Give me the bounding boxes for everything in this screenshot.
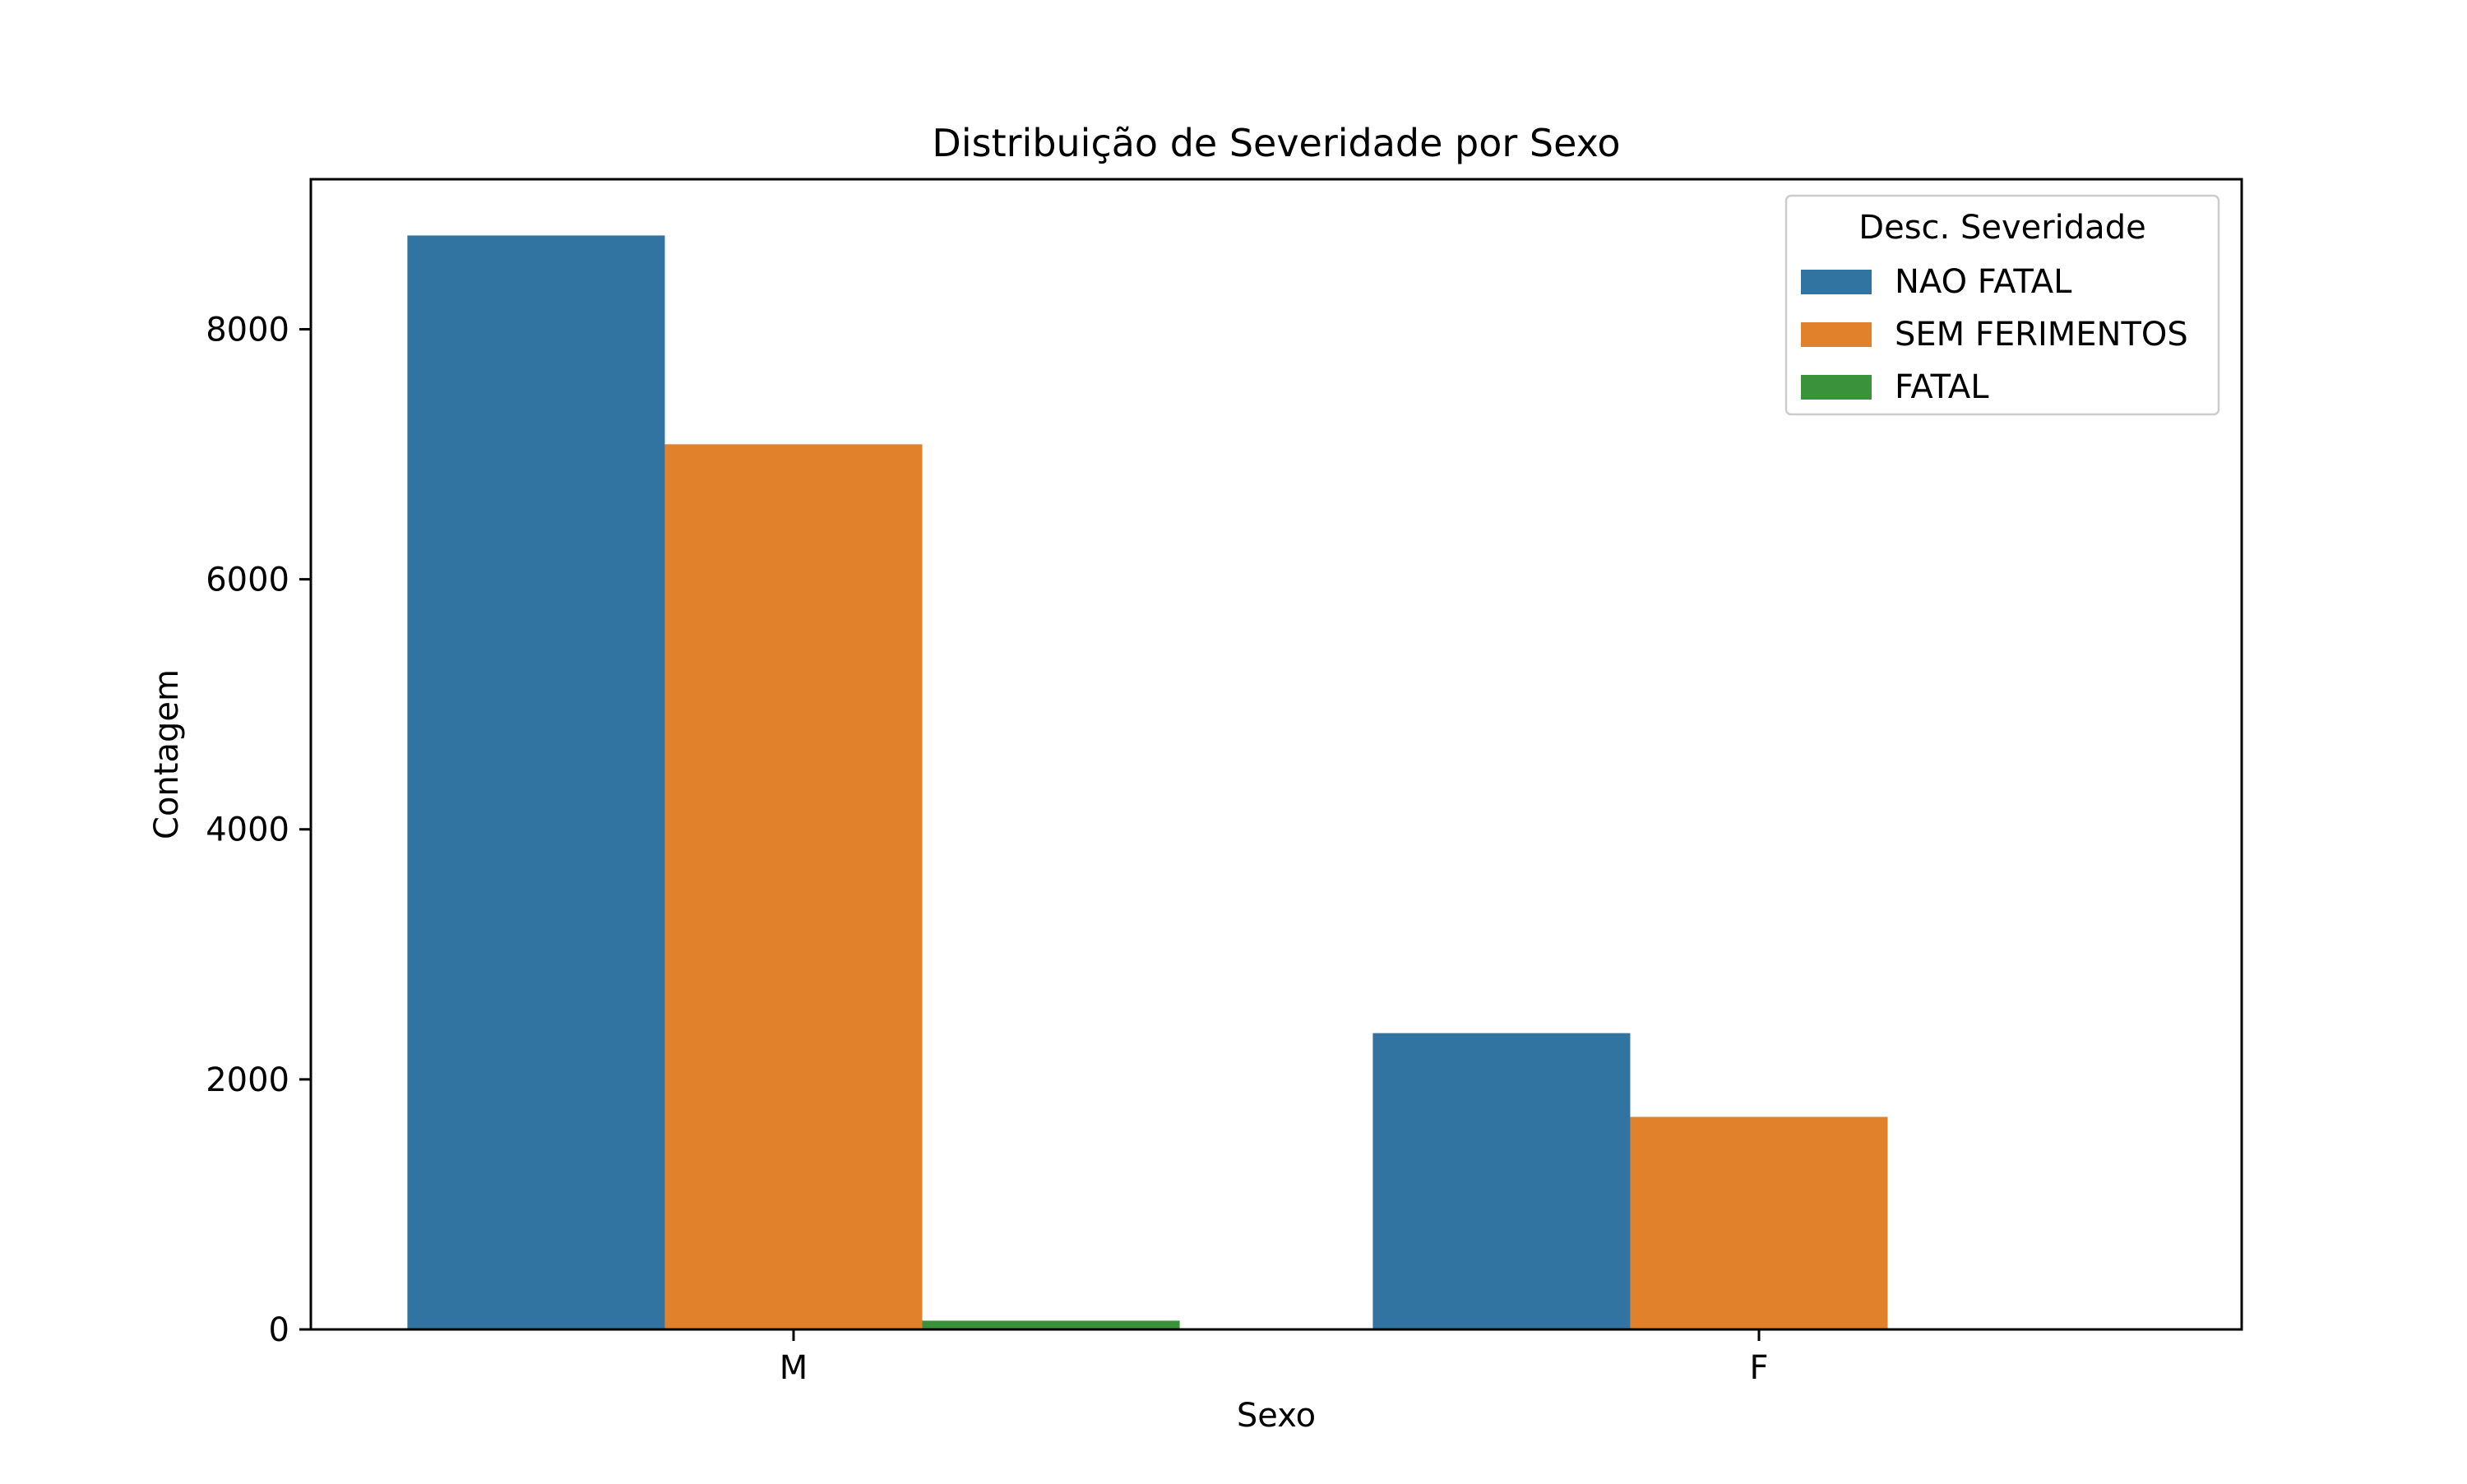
legend-swatch-fatal [1801,375,1872,400]
bar-nao-fatal-m [407,235,665,1330]
y-tick-label: 8000 [206,311,289,349]
y-tick-label: 6000 [206,562,289,599]
y-axis: 0 2000 4000 6000 8000 [206,311,311,1349]
x-tick-label: M [780,1349,808,1387]
legend: Desc. Severidade NAO FATAL SEM FERIMENTOS… [1784,194,2220,416]
y-axis-label: Contagem [148,669,186,839]
plot-frame [309,178,2243,1331]
legend-title: Desc. Severidade [1858,209,2145,247]
legend-items: NAO FATAL SEM FERIMENTOS FATAL [1801,263,2188,406]
y-tick-label: 0 [269,1311,289,1349]
y-tick-label: 4000 [206,811,289,849]
x-tick-label: F [1749,1349,1768,1387]
y-tick-label: 2000 [206,1061,289,1099]
legend-swatch-nao-fatal [1801,270,1872,294]
legend-label-sem-ferimentos: SEM FERIMENTOS [1895,316,2188,354]
bar-nao-fatal-f [1372,1033,1631,1329]
legend-box [1784,194,2220,416]
bars-layer [407,235,1888,1330]
bar-sem-ferimentos-m [664,444,923,1330]
bar-fatal-m [922,1320,1180,1329]
legend-swatch-sem-ferimentos [1801,322,1872,347]
x-axis-label: Sexo [1237,1397,1316,1435]
legend-label-fatal: FATAL [1895,368,1989,406]
legend-label-nao-fatal: NAO FATAL [1895,263,2072,301]
chart-title: Distribuição de Severidade por Sexo [932,121,1620,165]
bar-sem-ferimentos-f [1630,1116,1888,1329]
